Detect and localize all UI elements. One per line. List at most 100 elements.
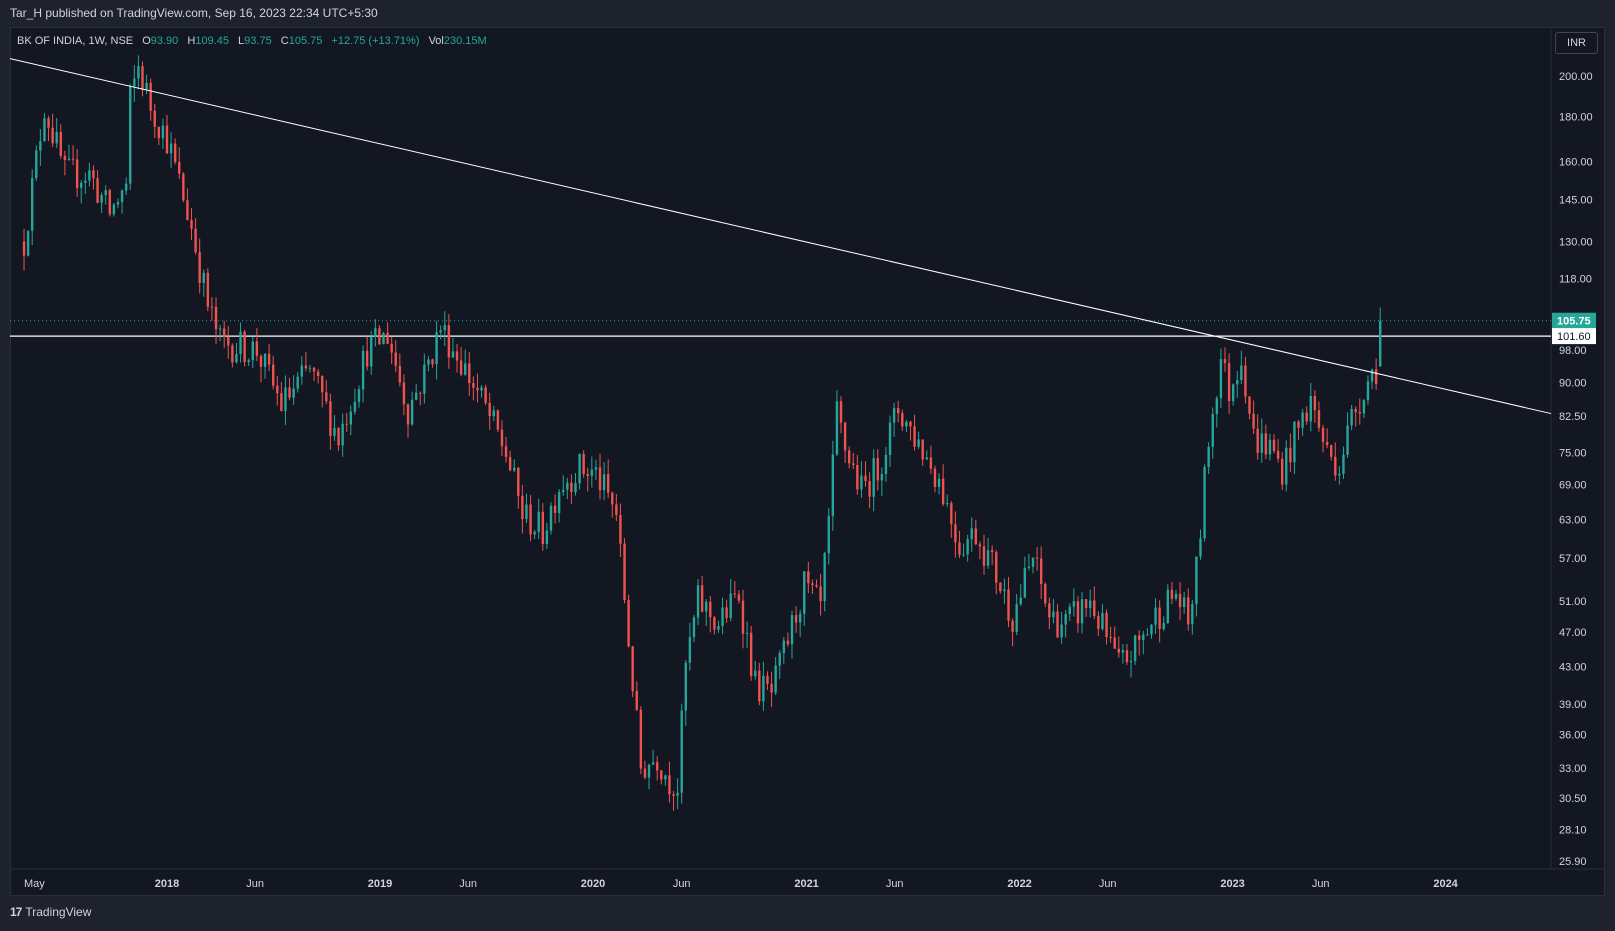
candle-body: [1297, 421, 1300, 428]
candle-body: [847, 450, 851, 464]
candle-body: [431, 359, 434, 365]
candle-body: [578, 453, 581, 484]
level-price-tag-label: 101.60: [1557, 331, 1591, 343]
candle-body: [402, 382, 406, 405]
candle-body: [611, 492, 614, 505]
candle-body: [1060, 624, 1063, 638]
candle-body: [582, 453, 585, 474]
candle-body: [950, 503, 953, 525]
candle-body: [901, 413, 904, 427]
candles: [22, 55, 1382, 811]
candle-body: [958, 542, 961, 555]
candle-body: [1338, 473, 1341, 476]
candle-body: [345, 423, 348, 425]
candle-body: [688, 637, 692, 663]
candle-body: [455, 351, 459, 361]
candle-body: [892, 408, 896, 423]
candle-body: [321, 376, 324, 393]
time-tick-label: 2024: [1433, 878, 1458, 890]
candle-body: [423, 364, 426, 394]
candle-body: [26, 230, 30, 256]
candle-body: [1166, 589, 1170, 624]
candle-body: [631, 646, 634, 692]
candle-body: [745, 632, 749, 634]
candle-body: [594, 467, 598, 470]
candle-body: [525, 504, 528, 520]
chart-canvas[interactable]: 200.00 180.00 160.00 145.00 130.00 118.00 98.0…: [10, 27, 1605, 896]
candle-body: [615, 504, 618, 515]
candle-body: [288, 387, 291, 398]
candle-body: [51, 127, 54, 144]
price-tick-label: 69.00: [1559, 480, 1587, 492]
candle-body: [1019, 597, 1022, 605]
candle-body: [1125, 650, 1129, 663]
candle-body: [721, 607, 724, 626]
candle-body: [231, 345, 234, 363]
candle-body: [880, 474, 884, 481]
candle-body: [419, 392, 422, 394]
candle-body: [1358, 411, 1361, 414]
open-value: 93.90: [150, 35, 179, 47]
price-tick-label: 90.00: [1559, 378, 1587, 390]
candle-body: [1215, 398, 1219, 414]
candle-body: [725, 607, 728, 619]
candle-body: [1105, 612, 1108, 637]
candle-body: [937, 478, 941, 487]
candle-body: [664, 775, 667, 780]
currency-button[interactable]: INR: [1555, 32, 1598, 54]
candle-body: [464, 363, 467, 375]
symbol-label[interactable]: BK OF INDIA, 1W, NSE: [17, 35, 134, 47]
high-label: H: [187, 35, 196, 47]
candle-body: [590, 469, 594, 476]
candle-body: [888, 422, 892, 455]
candle-body: [1289, 447, 1292, 463]
candle-body: [758, 670, 761, 702]
candle-body: [966, 539, 969, 555]
candle-body: [1285, 447, 1288, 485]
candle-body: [1003, 589, 1006, 592]
candle-body: [562, 489, 565, 493]
candle-body: [737, 594, 741, 601]
candle-body: [823, 553, 826, 602]
candle-body: [1088, 600, 1092, 608]
candle-body: [1044, 584, 1047, 604]
candle-body: [868, 481, 871, 497]
time-tick-label: Jun: [1099, 878, 1117, 890]
ohlc-legend: BK OF INDIA, 1W, NSE O93.90 H109.45 L93.…: [17, 35, 487, 47]
candle-body: [357, 389, 361, 402]
price-tick-label: 43.00: [1559, 661, 1587, 673]
candle-body: [1313, 395, 1317, 411]
footer-brand[interactable]: 17 TradingView: [10, 905, 91, 919]
candle-body: [533, 531, 536, 535]
tradingview-logo-icon: 17: [10, 905, 22, 919]
candle-body: [292, 388, 295, 398]
candle-body: [202, 272, 205, 284]
candle-body: [1035, 557, 1039, 559]
time-tick-label: 2019: [368, 878, 392, 890]
candle-body: [182, 173, 185, 201]
candle-body: [872, 458, 875, 497]
candle-body: [141, 66, 144, 90]
candle-body: [304, 365, 308, 369]
candle-body: [1084, 599, 1088, 608]
candle-body: [647, 764, 651, 778]
chart-frame: [10, 27, 1605, 896]
candle-body: [1064, 613, 1067, 625]
candle-body: [341, 423, 344, 446]
candle-body: [917, 439, 920, 447]
candle-body: [1187, 597, 1190, 625]
candle-body: [1109, 636, 1112, 638]
candle-body: [1068, 606, 1071, 614]
candle-body: [214, 306, 218, 330]
candle-body: [476, 387, 479, 391]
candle-body: [1366, 381, 1370, 401]
candle-body: [349, 411, 353, 425]
candle-body: [124, 183, 128, 191]
candle-body: [267, 353, 271, 365]
candle-body: [116, 202, 120, 205]
candle-body: [660, 770, 663, 780]
candle-body: [108, 190, 112, 215]
candle-body: [190, 220, 193, 229]
candle-body: [1305, 412, 1308, 422]
candle-body: [1076, 601, 1080, 624]
